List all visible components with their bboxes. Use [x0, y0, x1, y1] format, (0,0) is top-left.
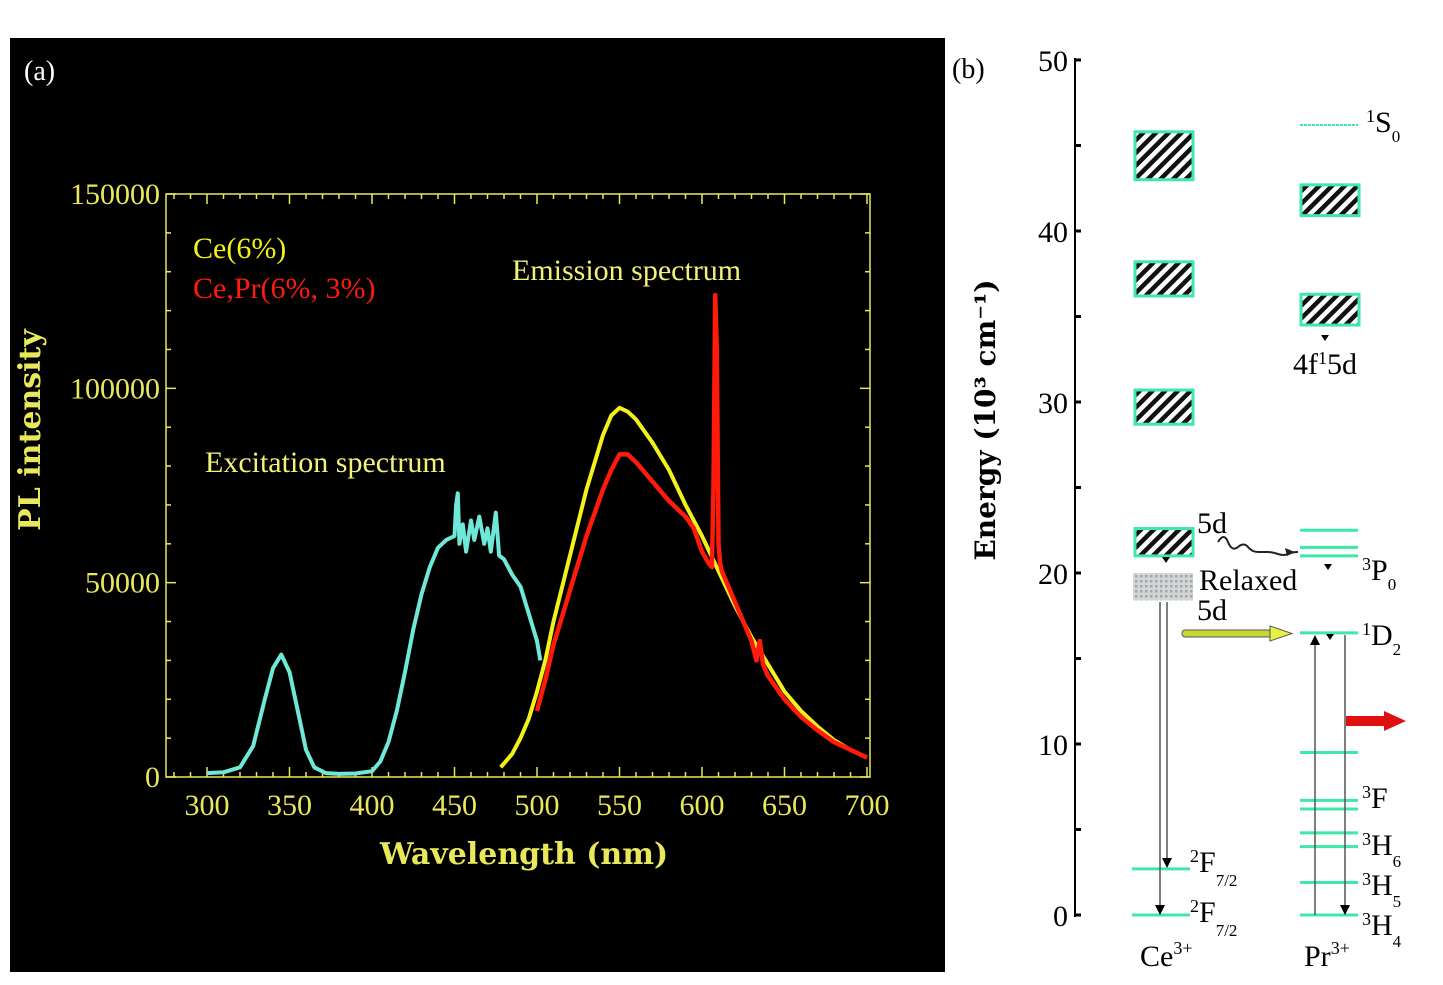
label-pr-4f5d: 4f15d — [1293, 348, 1357, 381]
energy-tick-label: 10 — [1038, 729, 1068, 762]
series-line-ce — [499, 405, 868, 769]
series-line-cepr — [534, 292, 868, 760]
arrowhead-icon — [1155, 905, 1165, 915]
label-ce-2f72-upper: 2F7/2 — [1190, 846, 1237, 890]
arrowhead-icon — [1162, 858, 1172, 868]
series-line-excitation — [206, 491, 543, 776]
legend-entry-ce: Ce(6%) — [193, 232, 286, 265]
transitions — [1155, 335, 1406, 915]
x-axis-label: Wavelength (nm) — [379, 837, 668, 872]
energy-tick-label: 30 — [1038, 387, 1068, 420]
y-tick-label: 0 — [145, 761, 160, 794]
label-pr-3p0: 3P0 — [1362, 554, 1396, 594]
red-emission-arrow — [1346, 716, 1386, 726]
x-tick-label: 300 — [185, 789, 230, 822]
ce-5d-band — [1133, 527, 1195, 558]
x-tick-label: 350 — [267, 789, 312, 822]
y-axis-label: PL intensity — [13, 328, 48, 531]
arrowhead-icon — [1285, 548, 1295, 556]
annotation-emission: Emission spectrum — [512, 254, 741, 287]
label-relaxed: Relaxed — [1199, 564, 1297, 597]
energy-tick-label: 40 — [1038, 216, 1068, 249]
panel-a-label: (a) — [24, 56, 55, 87]
label-pr-3h5: 3H5 — [1362, 869, 1401, 911]
axis-ticks: 300 350 400 450 500 550 600 650 700 0 50000 100000 1… — [70, 178, 890, 822]
ce-relaxed-5d-band — [1133, 573, 1193, 601]
pr-4f5d-band — [1299, 292, 1361, 327]
panel-b-label: (b) — [952, 54, 985, 85]
panel-a: (a) 300 350 400 450 500 550 600 650 700 0 50000 100… — [10, 38, 945, 972]
plot-frame — [165, 193, 871, 778]
ion-label-ce: Ce3+ — [1140, 938, 1192, 973]
arrowhead-icon — [1162, 557, 1170, 563]
energy-levels — [1132, 123, 1361, 917]
pr-4f5d-band — [1299, 183, 1361, 218]
label-pr-3h6: 3H6 — [1362, 829, 1401, 871]
label-pr-1d2: 1D2 — [1362, 619, 1401, 659]
ion-label-pr: Pr3+ — [1304, 938, 1350, 973]
x-tick-label: 650 — [762, 789, 807, 822]
annotation-excitation: Excitation spectrum — [205, 446, 446, 479]
nonradiative-relaxation-wavy-arrow — [1217, 536, 1299, 556]
energy-tick-label: 0 — [1053, 900, 1068, 933]
arrowhead-icon — [1269, 625, 1294, 642]
x-tick-label: 700 — [845, 789, 890, 822]
y-tick-label: 100000 — [70, 372, 160, 405]
energy-axis-ticks: 0 10 20 30 40 50 — [1038, 45, 1081, 933]
label-ce-5d: 5d — [1197, 507, 1227, 540]
ce-5d-band — [1133, 388, 1195, 426]
energy-tick-label: 20 — [1038, 558, 1068, 591]
x-tick-label: 500 — [515, 789, 560, 822]
arrowhead-icon — [1340, 905, 1350, 915]
level-labels: 5d Relaxed 5d 2F7/2 2F7/2 1S0 4f15d 3P0 … — [1140, 106, 1402, 973]
label-pr-3h4: 3H4 — [1362, 909, 1402, 951]
arrowhead-icon — [1384, 711, 1406, 731]
arrowhead-icon — [1310, 635, 1320, 645]
arrowhead-icon — [1326, 634, 1334, 640]
ce-5d-band — [1133, 260, 1195, 298]
x-tick-label: 450 — [432, 789, 477, 822]
energy-transfer-arrow — [1181, 629, 1273, 638]
y-tick-label: 50000 — [85, 567, 160, 600]
energy-axis-label: Energy (10³ cm⁻¹) — [969, 279, 1002, 560]
energy-tick-label: 50 — [1038, 45, 1068, 78]
panel-b: (b) 0 10 20 30 40 50 Energy (10³ cm⁻¹) — [952, 45, 1406, 973]
x-tick-label: 400 — [350, 789, 395, 822]
x-tick-label: 550 — [597, 789, 642, 822]
label-relaxed-5d: 5d — [1197, 594, 1227, 627]
y-tick-label: 150000 — [70, 178, 160, 211]
label-pr-1s0: 1S0 — [1366, 106, 1400, 146]
label-pr-3f: 3F — [1362, 782, 1388, 815]
arrowhead-icon — [1324, 564, 1332, 570]
label-ce-2f72-lower: 2F7/2 — [1190, 896, 1237, 940]
ce-5d-band — [1133, 130, 1195, 182]
series-group — [206, 292, 868, 776]
x-tick-label: 600 — [680, 789, 725, 822]
legend-entry-cepr: Ce,Pr(6%, 3%) — [193, 272, 375, 305]
arrowhead-icon — [1321, 335, 1329, 341]
